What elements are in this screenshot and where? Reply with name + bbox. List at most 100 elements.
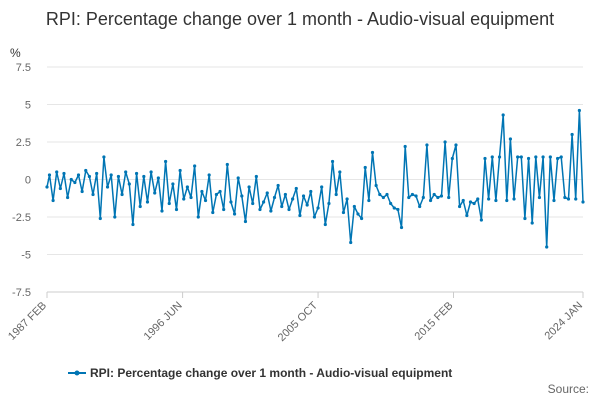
data-point: [501, 113, 505, 117]
data-point: [120, 192, 124, 197]
data-point: [171, 182, 175, 186]
chart-title: RPI: Percentage change over 1 month - Au…: [45, 9, 555, 29]
data-point: [222, 207, 226, 212]
data-point: [436, 195, 440, 200]
data-point: [378, 192, 382, 197]
data-point: [334, 192, 338, 197]
data-point: [116, 174, 121, 179]
data-point: [516, 155, 520, 159]
data-point: [505, 198, 509, 203]
data-point: [570, 132, 574, 137]
data-point: [352, 204, 356, 209]
data-point: [425, 143, 429, 147]
data-point: [243, 219, 248, 224]
data-point: [566, 197, 571, 201]
data-point: [399, 225, 404, 230]
data-point: [461, 198, 465, 203]
data-point: [309, 189, 313, 194]
data-point: [225, 162, 229, 167]
data-point: [508, 137, 513, 141]
data-point: [407, 195, 411, 200]
data-point: [160, 209, 164, 213]
data-point: [360, 216, 364, 221]
data-point: [526, 156, 531, 161]
data-point: [581, 200, 585, 204]
data-point: [138, 204, 142, 209]
data-point: [218, 189, 222, 194]
data-point: [323, 222, 327, 227]
data-point: [236, 176, 240, 180]
data-point: [145, 200, 150, 204]
data-point: [87, 174, 91, 179]
data-point: [494, 198, 498, 203]
y-tick-label: 2.5: [16, 137, 31, 149]
data-point: [247, 185, 251, 189]
data-point: [276, 183, 280, 188]
data-point: [392, 206, 396, 210]
data-point: [468, 200, 473, 204]
legend-point-marker: [74, 370, 80, 376]
data-point: [55, 170, 59, 174]
data-point: [287, 207, 291, 212]
legend[interactable]: RPI: Percentage change over 1 month - Au…: [68, 366, 452, 380]
data-point: [530, 221, 534, 225]
data-point: [51, 198, 55, 203]
data-point: [381, 195, 385, 200]
data-point: [298, 213, 302, 218]
data-point: [320, 185, 324, 189]
data-point: [294, 186, 298, 191]
data-point: [414, 194, 418, 198]
data-point: [127, 182, 131, 186]
y-tick-label: -5: [21, 250, 31, 262]
data-point: [73, 180, 77, 185]
data-point: [193, 164, 197, 168]
series-line: [46, 109, 584, 248]
data-point: [47, 173, 52, 177]
x-tick-label: 2024 JAN: [542, 300, 585, 343]
data-point: [142, 174, 146, 179]
data-point: [113, 215, 117, 219]
y-tick-label: 7.5: [16, 62, 31, 74]
data-point: [196, 215, 200, 219]
data-point: [232, 212, 237, 216]
data-point: [283, 192, 287, 197]
data-point: [490, 155, 494, 159]
data-point: [254, 174, 258, 179]
data-point: [45, 185, 49, 189]
data-point: [374, 183, 378, 188]
data-point: [76, 173, 81, 177]
data-point: [312, 215, 317, 219]
data-point: [185, 185, 189, 189]
data-point: [541, 155, 545, 159]
data-point: [182, 197, 186, 201]
data-point: [534, 155, 538, 159]
data-point: [552, 198, 556, 203]
data-point: [95, 171, 99, 176]
data-point: [476, 197, 480, 201]
data-point: [545, 245, 549, 249]
data-point: [258, 207, 262, 212]
data-point: [555, 156, 560, 161]
data-point: [262, 200, 266, 204]
data-point: [450, 156, 454, 161]
y-axis-unit-label: %: [10, 46, 21, 60]
data-point: [439, 194, 444, 198]
data-point: [251, 201, 255, 206]
data-point: [421, 195, 425, 200]
data-point: [447, 195, 451, 200]
data-point: [327, 201, 331, 206]
x-tick-label: 1987 FEB: [6, 300, 49, 343]
data-point: [385, 192, 389, 197]
data-point: [265, 191, 269, 195]
data-point: [131, 222, 135, 227]
legend-label: RPI: Percentage change over 1 month - Au…: [90, 366, 452, 380]
data-point: [69, 177, 73, 182]
data-point: [443, 140, 447, 144]
data-point: [174, 207, 179, 212]
x-tick-label: 1996 JUN: [142, 300, 185, 343]
data-point: [548, 155, 552, 159]
data-point: [207, 173, 211, 177]
data-point: [272, 195, 277, 200]
data-point: [156, 176, 160, 180]
data-point: [356, 212, 360, 216]
